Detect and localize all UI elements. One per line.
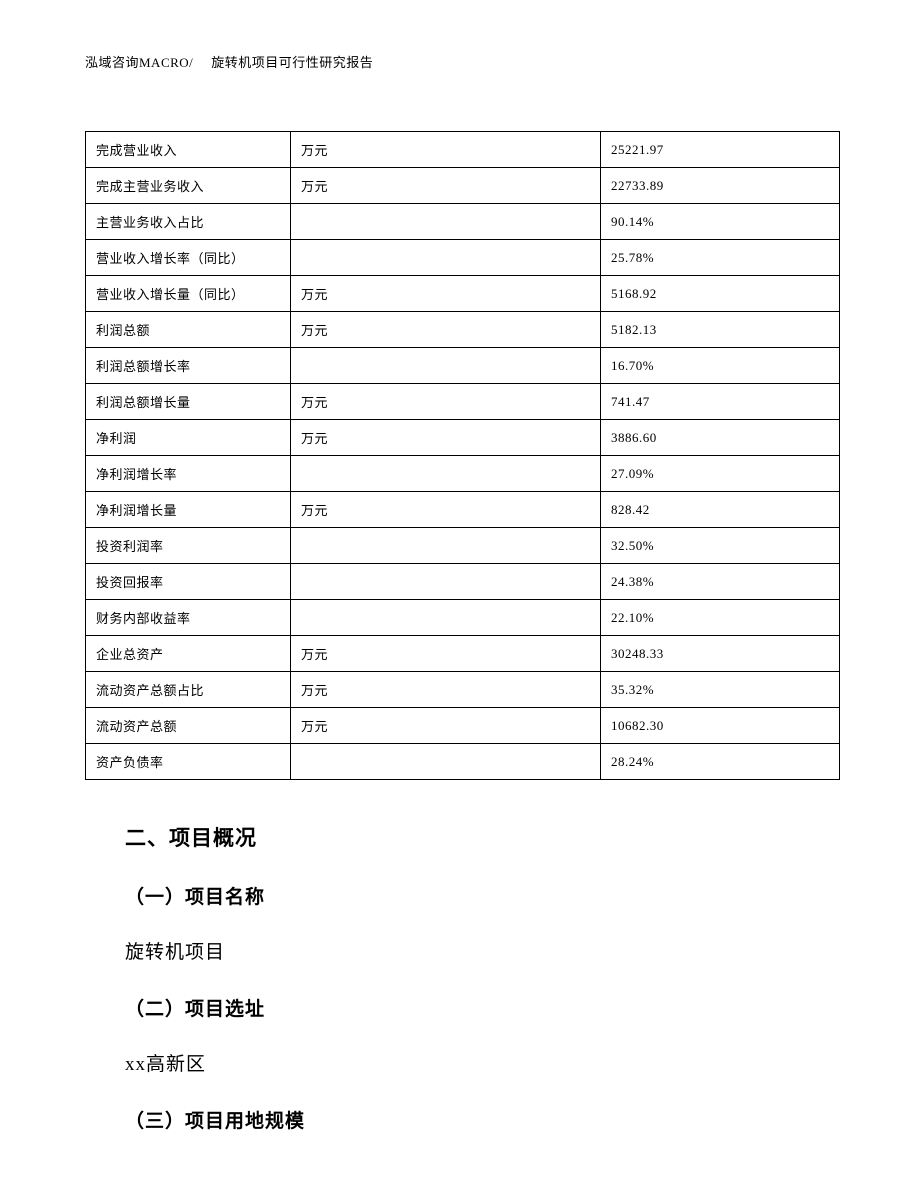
- cell-unit: 万元: [291, 384, 601, 420]
- cell-unit: [291, 456, 601, 492]
- cell-unit: [291, 600, 601, 636]
- body-text: 二、项目概况 （一）项目名称 旋转机项目 （二）项目选址 xx高新区 （三）项目…: [85, 780, 840, 1133]
- cell-unit: 万元: [291, 672, 601, 708]
- cell-value: 27.09%: [601, 456, 840, 492]
- section-2-heading: 二、项目概况: [125, 822, 840, 852]
- cell-value: 10682.30: [601, 708, 840, 744]
- cell-unit: [291, 528, 601, 564]
- cell-label: 财务内部收益率: [86, 600, 291, 636]
- table-row: 完成营业收入万元25221.97: [86, 132, 840, 168]
- financial-table: 完成营业收入万元25221.97完成主营业务收入万元22733.89主营业务收入…: [85, 131, 840, 780]
- cell-label: 净利润增长率: [86, 456, 291, 492]
- cell-label: 营业收入增长量（同比）: [86, 276, 291, 312]
- table-row: 营业收入增长量（同比）万元5168.92: [86, 276, 840, 312]
- header-org: 泓域咨询MACRO/: [85, 55, 193, 70]
- table-row: 利润总额增长量万元741.47: [86, 384, 840, 420]
- section-2-1-text: 旋转机项目: [125, 937, 840, 964]
- section-2-2-text: xx高新区: [125, 1049, 840, 1076]
- cell-unit: 万元: [291, 636, 601, 672]
- cell-label: 净利润增长量: [86, 492, 291, 528]
- cell-label: 完成营业收入: [86, 132, 291, 168]
- table-row: 净利润增长率 27.09%: [86, 456, 840, 492]
- table-row: 财务内部收益率 22.10%: [86, 600, 840, 636]
- cell-label: 利润总额: [86, 312, 291, 348]
- table-row: 净利润万元3886.60: [86, 420, 840, 456]
- cell-unit: [291, 564, 601, 600]
- financial-table-body: 完成营业收入万元25221.97完成主营业务收入万元22733.89主营业务收入…: [86, 132, 840, 780]
- cell-unit: 万元: [291, 492, 601, 528]
- table-row: 流动资产总额万元10682.30: [86, 708, 840, 744]
- cell-unit: 万元: [291, 420, 601, 456]
- table-row: 资产负债率 28.24%: [86, 744, 840, 780]
- cell-value: 22.10%: [601, 600, 840, 636]
- cell-value: 90.14%: [601, 204, 840, 240]
- page: 泓域咨询MACRO/旋转机项目可行性研究报告 完成营业收入万元25221.97完…: [0, 0, 920, 1133]
- table-row: 投资回报率 24.38%: [86, 564, 840, 600]
- table-row: 利润总额万元5182.13: [86, 312, 840, 348]
- cell-unit: 万元: [291, 276, 601, 312]
- cell-unit: [291, 744, 601, 780]
- cell-unit: 万元: [291, 132, 601, 168]
- section-2-3-heading: （三）项目用地规模: [125, 1106, 840, 1133]
- cell-label: 流动资产总额: [86, 708, 291, 744]
- cell-value: 22733.89: [601, 168, 840, 204]
- table-row: 企业总资产万元30248.33: [86, 636, 840, 672]
- cell-value: 741.47: [601, 384, 840, 420]
- cell-label: 资产负债率: [86, 744, 291, 780]
- cell-value: 30248.33: [601, 636, 840, 672]
- table-row: 投资利润率 32.50%: [86, 528, 840, 564]
- table-row: 完成主营业务收入万元22733.89: [86, 168, 840, 204]
- section-2-2-heading: （二）项目选址: [125, 994, 840, 1021]
- cell-unit: 万元: [291, 312, 601, 348]
- cell-unit: [291, 204, 601, 240]
- cell-label: 营业收入增长率（同比）: [86, 240, 291, 276]
- cell-unit: 万元: [291, 708, 601, 744]
- cell-label: 完成主营业务收入: [86, 168, 291, 204]
- table-row: 净利润增长量万元828.42: [86, 492, 840, 528]
- cell-unit: [291, 240, 601, 276]
- page-header: 泓域咨询MACRO/旋转机项目可行性研究报告: [85, 52, 840, 71]
- cell-value: 16.70%: [601, 348, 840, 384]
- cell-label: 主营业务收入占比: [86, 204, 291, 240]
- cell-label: 投资回报率: [86, 564, 291, 600]
- cell-label: 投资利润率: [86, 528, 291, 564]
- cell-label: 流动资产总额占比: [86, 672, 291, 708]
- header-title: 旋转机项目可行性研究报告: [211, 55, 373, 70]
- cell-value: 5168.92: [601, 276, 840, 312]
- cell-value: 25221.97: [601, 132, 840, 168]
- cell-label: 净利润: [86, 420, 291, 456]
- cell-value: 24.38%: [601, 564, 840, 600]
- cell-label: 企业总资产: [86, 636, 291, 672]
- cell-label: 利润总额增长量: [86, 384, 291, 420]
- table-row: 利润总额增长率 16.70%: [86, 348, 840, 384]
- cell-value: 5182.13: [601, 312, 840, 348]
- table-row: 主营业务收入占比 90.14%: [86, 204, 840, 240]
- table-row: 营业收入增长率（同比） 25.78%: [86, 240, 840, 276]
- cell-label: 利润总额增长率: [86, 348, 291, 384]
- table-row: 流动资产总额占比万元35.32%: [86, 672, 840, 708]
- cell-value: 28.24%: [601, 744, 840, 780]
- cell-value: 828.42: [601, 492, 840, 528]
- section-2-1-heading: （一）项目名称: [125, 882, 840, 909]
- cell-unit: 万元: [291, 168, 601, 204]
- cell-value: 35.32%: [601, 672, 840, 708]
- cell-value: 25.78%: [601, 240, 840, 276]
- cell-unit: [291, 348, 601, 384]
- cell-value: 3886.60: [601, 420, 840, 456]
- cell-value: 32.50%: [601, 528, 840, 564]
